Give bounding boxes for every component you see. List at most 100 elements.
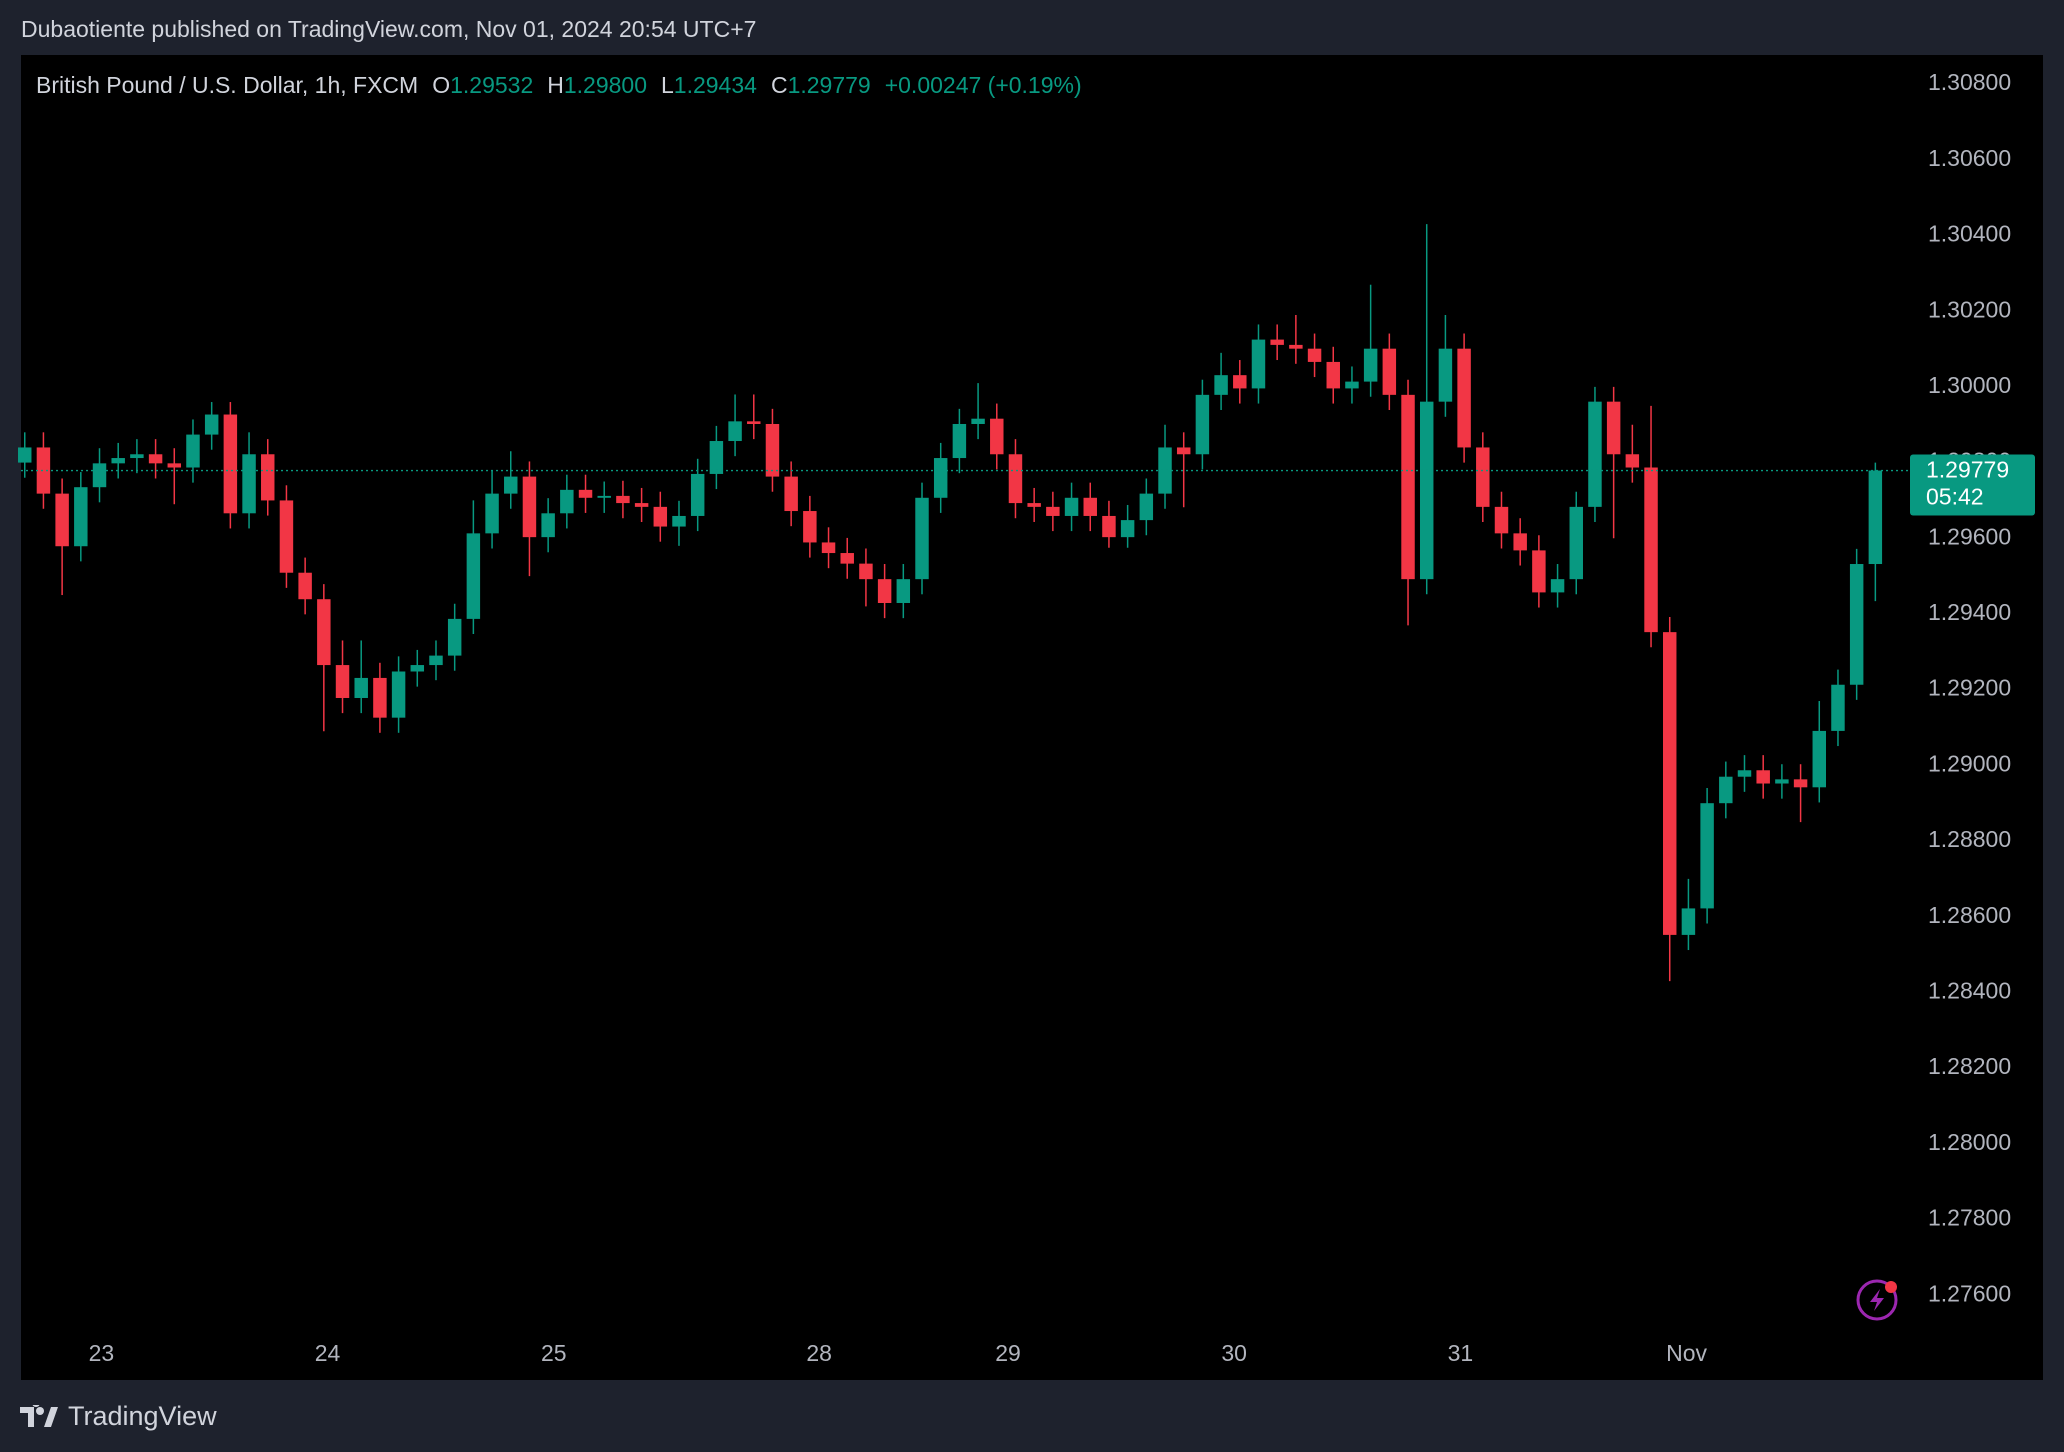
candle-body <box>1625 454 1640 468</box>
candle-body <box>1270 339 1284 345</box>
candle-body <box>952 423 967 459</box>
y-tick-label: 1.27800 <box>1928 1205 2011 1231</box>
candle-body <box>130 454 144 459</box>
candle-body <box>1363 348 1378 382</box>
candle-body <box>242 454 256 514</box>
candle-body <box>1102 515 1116 538</box>
candle-body <box>1569 506 1583 580</box>
publisher-line: Dubaotiente published on TradingView.com… <box>21 16 757 42</box>
alert-icon[interactable] <box>1856 1279 1898 1321</box>
candle-body <box>1719 776 1733 804</box>
x-tick-label: 28 <box>806 1340 832 1366</box>
y-tick-label: 1.30600 <box>1928 145 2011 171</box>
candle-body <box>990 418 1004 455</box>
y-tick-label: 1.30400 <box>1928 221 2011 247</box>
candle-body <box>784 476 798 512</box>
last-price-label: 1.29779 <box>1926 457 2009 483</box>
countdown-label: 05:42 <box>1926 484 1984 510</box>
candle-body <box>1382 348 1397 395</box>
candle-body <box>634 503 649 507</box>
change: +0.00247 (+0.19%) <box>884 72 1082 98</box>
candle-body <box>204 414 219 435</box>
candle-body <box>597 495 611 498</box>
candle-body <box>1532 550 1546 593</box>
logo <box>20 1404 58 1427</box>
candle-body <box>1195 394 1210 455</box>
candle-body <box>1737 770 1752 777</box>
candle-body <box>1419 401 1434 580</box>
candle-body <box>1233 375 1247 389</box>
candle-body <box>279 500 294 573</box>
candle-body <box>1139 493 1154 521</box>
candle-body <box>1756 770 1770 784</box>
x-tick-label: 23 <box>89 1340 115 1366</box>
candle-body <box>971 418 985 424</box>
legend-value: 1.29434 <box>673 72 757 98</box>
candle-body <box>223 414 238 514</box>
candle-body <box>915 497 929 580</box>
candle-body <box>1513 533 1527 551</box>
candle-body <box>933 458 948 498</box>
legend-key: L <box>661 72 674 98</box>
candle-body <box>317 599 331 666</box>
candle-body <box>672 515 686 527</box>
legend-key: H <box>547 72 564 98</box>
candle-body <box>466 533 481 619</box>
candle-body <box>1120 520 1135 538</box>
y-tick-label: 1.28200 <box>1928 1053 2011 1079</box>
candle-body <box>1401 394 1415 580</box>
y-tick-label: 1.30800 <box>1928 69 2011 95</box>
candle-body <box>148 454 163 464</box>
last-price-box <box>1910 454 2035 516</box>
candle-body <box>167 463 182 468</box>
candle-body <box>1775 779 1789 784</box>
candle-body <box>261 454 275 501</box>
y-tick-label: 1.30000 <box>1928 372 2011 398</box>
candle-body <box>55 493 69 547</box>
candle-body <box>541 513 555 538</box>
candle-body <box>1606 401 1621 455</box>
candle-body <box>690 473 705 516</box>
candle-body <box>410 665 425 672</box>
candle-body <box>298 572 312 600</box>
legend-value: 1.29532 <box>450 72 534 98</box>
y-tick-label: 1.29000 <box>1928 750 2011 776</box>
candle-body <box>522 476 537 538</box>
candle-body <box>74 487 88 547</box>
candle-body <box>1326 361 1340 389</box>
y-tick-label: 1.30200 <box>1928 296 2011 322</box>
candle-body <box>485 493 499 534</box>
chart-panel <box>21 55 2043 1380</box>
candle-body <box>1176 447 1191 455</box>
x-tick-label: 25 <box>541 1340 567 1366</box>
candle-body <box>821 542 836 554</box>
candle-body <box>765 423 780 477</box>
candle-body <box>1008 454 1023 504</box>
candle-body <box>391 671 406 718</box>
candles <box>18 224 1883 982</box>
y-tick-label: 1.28800 <box>1928 826 2011 852</box>
candle-body <box>1046 506 1060 516</box>
symbol: British Pound / U.S. Dollar, 1h, FXCM <box>36 72 419 98</box>
candle-body <box>1831 684 1845 731</box>
candle-body <box>1214 375 1228 395</box>
candle-body <box>1345 381 1359 389</box>
candle-body <box>1681 908 1696 935</box>
candle-body <box>373 677 387 718</box>
candle-body <box>1083 497 1097 516</box>
candle-body <box>728 421 742 442</box>
candle-body <box>747 421 761 424</box>
x-tick-label: 29 <box>995 1340 1021 1366</box>
candle-body <box>1662 632 1677 935</box>
ohlc-legend: British Pound / U.S. Dollar, 1h, FXCM O1.… <box>36 72 1082 99</box>
candle-body <box>429 655 443 666</box>
candle-body <box>1158 447 1172 494</box>
footer: TradingView <box>20 1401 217 1432</box>
y-tick-label: 1.28600 <box>1928 902 2011 928</box>
brand: TradingView <box>68 1401 217 1431</box>
candle-body <box>1476 447 1490 507</box>
candle-body <box>709 441 724 474</box>
candle-body <box>92 463 107 488</box>
